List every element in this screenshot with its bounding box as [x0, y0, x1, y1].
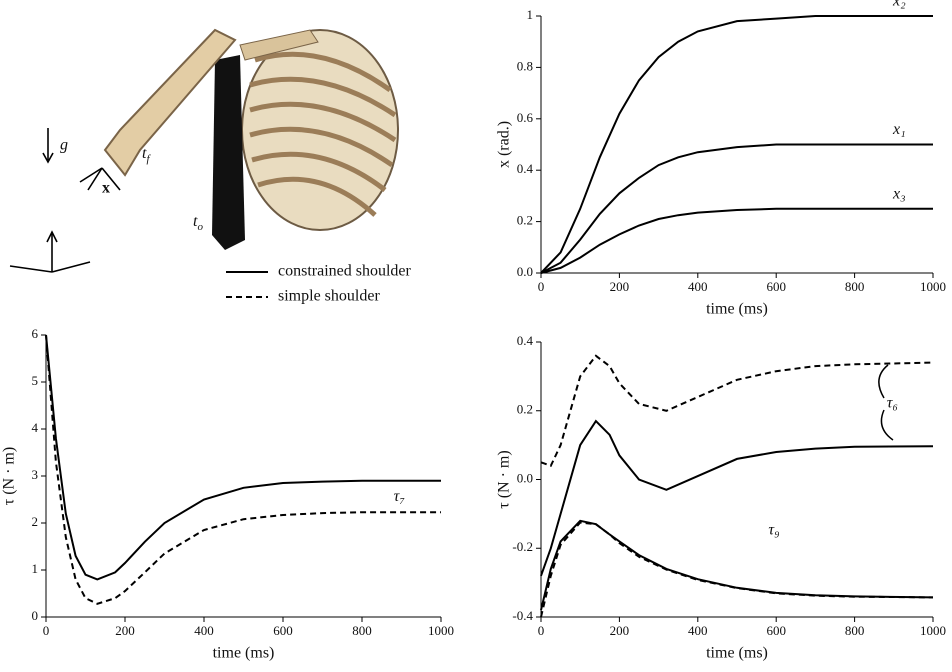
series-label: x₂	[892, 0, 906, 10]
series-line	[45, 334, 441, 581]
x-tick-label: 1000	[920, 623, 946, 638]
tip-base: t	[142, 145, 147, 162]
series-line	[540, 207, 933, 274]
y-tick-label: 0	[32, 608, 39, 623]
x-tick-label: 400	[688, 279, 708, 294]
y-tick-label: 0.4	[517, 161, 534, 176]
tip-sub: f	[146, 153, 151, 165]
x-tick-label: 0	[538, 623, 545, 638]
x-tick-label: 600	[766, 279, 786, 294]
x-tick-label: 200	[610, 623, 630, 638]
x-tick-label: 1000	[428, 623, 454, 638]
origin-base: t	[193, 213, 198, 230]
x-axis-label: time (ms)	[706, 301, 768, 318]
y-tick-label: 2	[32, 514, 39, 529]
series-line	[540, 354, 934, 468]
y-tick-label: 0.6	[517, 110, 534, 125]
x-axis-label: time (ms)	[706, 645, 768, 662]
annotation: τ₇	[394, 488, 406, 505]
y-tick-label: -0.4	[512, 608, 533, 623]
y-tick-label: 5	[32, 373, 39, 388]
x-tick-label: 400	[194, 623, 214, 638]
x-tick-label: 600	[273, 623, 293, 638]
origin-label: to	[193, 213, 203, 233]
y-tick-label: 0.0	[517, 264, 533, 279]
x-tick-label: 0	[43, 623, 50, 638]
vector-label: x	[102, 180, 110, 197]
y-tick-label: 1	[32, 561, 39, 576]
y-tick-label: 0.4	[517, 333, 534, 348]
x-tick-label: 800	[845, 623, 865, 638]
y-tick-label: -0.2	[512, 539, 533, 554]
y-axis-label: τ (N · m)	[496, 450, 513, 508]
x-tick-label: 400	[688, 623, 708, 638]
annotation-arrow	[880, 409, 894, 441]
y-tick-label: 0.0	[517, 470, 533, 485]
y-tick-label: 0.2	[517, 402, 533, 417]
tip-label: tf	[142, 145, 151, 165]
x-tick-label: 0	[538, 279, 545, 294]
y-tick-label: 3	[32, 467, 39, 482]
gravity-label: g	[60, 137, 68, 154]
series-label: x₃	[892, 185, 906, 202]
series-label: x₁	[892, 121, 906, 138]
series-line	[540, 15, 933, 274]
y-tick-label: 4	[32, 420, 39, 435]
skeleton-illustration: g tf x to	[9, 20, 400, 273]
y-tick-label: 0.8	[517, 58, 533, 73]
series-line	[540, 143, 933, 274]
origin-sub: o	[197, 221, 203, 233]
annotation: τ₉	[768, 522, 779, 539]
legend-label: constrained shoulder	[278, 263, 412, 280]
y-tick-label: 1	[527, 7, 534, 22]
series-line	[540, 419, 934, 577]
y-axis-label: x (rad.)	[496, 121, 513, 168]
legend-label: simple shoulder	[278, 288, 380, 305]
series-line	[45, 334, 441, 605]
annotation: τ₆	[887, 395, 898, 412]
x-tick-label: 200	[115, 623, 135, 638]
x-tick-label: 800	[845, 279, 865, 294]
x-tick-label: 200	[610, 279, 630, 294]
x-axis-label: time (ms)	[213, 645, 275, 662]
y-tick-label: 0.2	[517, 213, 533, 228]
series-line	[540, 521, 934, 618]
x-tick-label: 800	[352, 623, 372, 638]
y-axis-label: τ (N · m)	[1, 447, 18, 505]
annotation-arrow	[878, 364, 889, 399]
y-tick-label: 6	[32, 326, 39, 341]
x-tick-label: 1000	[920, 279, 946, 294]
x-tick-label: 600	[766, 623, 786, 638]
